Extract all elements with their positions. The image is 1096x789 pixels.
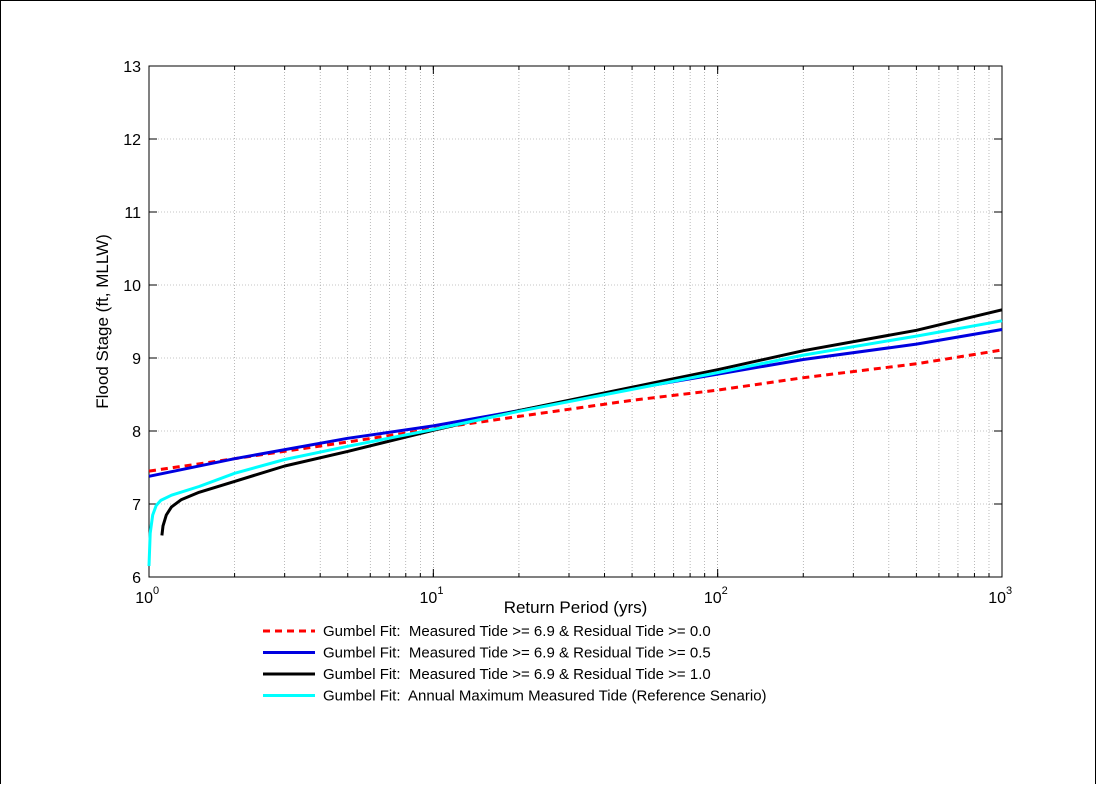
y-tick-label: 12 — [123, 132, 141, 149]
x-tick-label: 10 — [988, 590, 1006, 607]
plot-area — [148, 65, 1003, 578]
y-tick-label: 11 — [124, 205, 141, 222]
x-tick-label-exponent: 0 — [153, 585, 159, 597]
series-line-1 — [148, 348, 1003, 473]
legend: Gumbel Fit: Measured Tide >= 6.9 & Resid… — [263, 623, 767, 705]
x-axis-label: Return Period (yrs) — [504, 598, 648, 617]
series-line-4 — [147, 319, 1003, 567]
y-tick-label: 9 — [132, 351, 141, 368]
x-tick-label: 10 — [704, 590, 722, 607]
y-tick-label: 13 — [123, 59, 141, 76]
series-lines — [147, 308, 1003, 567]
legend-label-1: Gumbel Fit: Measured Tide >= 6.9 & Resid… — [323, 623, 711, 640]
grid-lines — [149, 66, 1002, 577]
series-line-2 — [148, 328, 1003, 478]
x-tick-label-exponent: 1 — [437, 585, 443, 597]
x-tick-label-exponent: 3 — [1006, 585, 1012, 597]
x-tick-label: 10 — [135, 590, 153, 607]
legend-label-2: Gumbel Fit: Measured Tide >= 6.9 & Resid… — [323, 645, 711, 662]
y-tick-label: 10 — [123, 278, 141, 295]
y-tick-label: 7 — [132, 497, 141, 514]
legend-label-3: Gumbel Fit: Measured Tide >= 6.9 & Resid… — [323, 666, 711, 683]
legend-label-4: Gumbel Fit: Annual Maximum Measured Tide… — [323, 688, 767, 705]
series-line-3 — [160, 308, 1003, 536]
y-tick-label: 6 — [132, 570, 141, 587]
y-axis-label: Flood Stage (ft, MLLW) — [93, 234, 112, 408]
y-tick-label: 8 — [132, 424, 141, 441]
x-tick-label: 10 — [420, 590, 438, 607]
x-tick-label-exponent: 2 — [722, 585, 728, 597]
